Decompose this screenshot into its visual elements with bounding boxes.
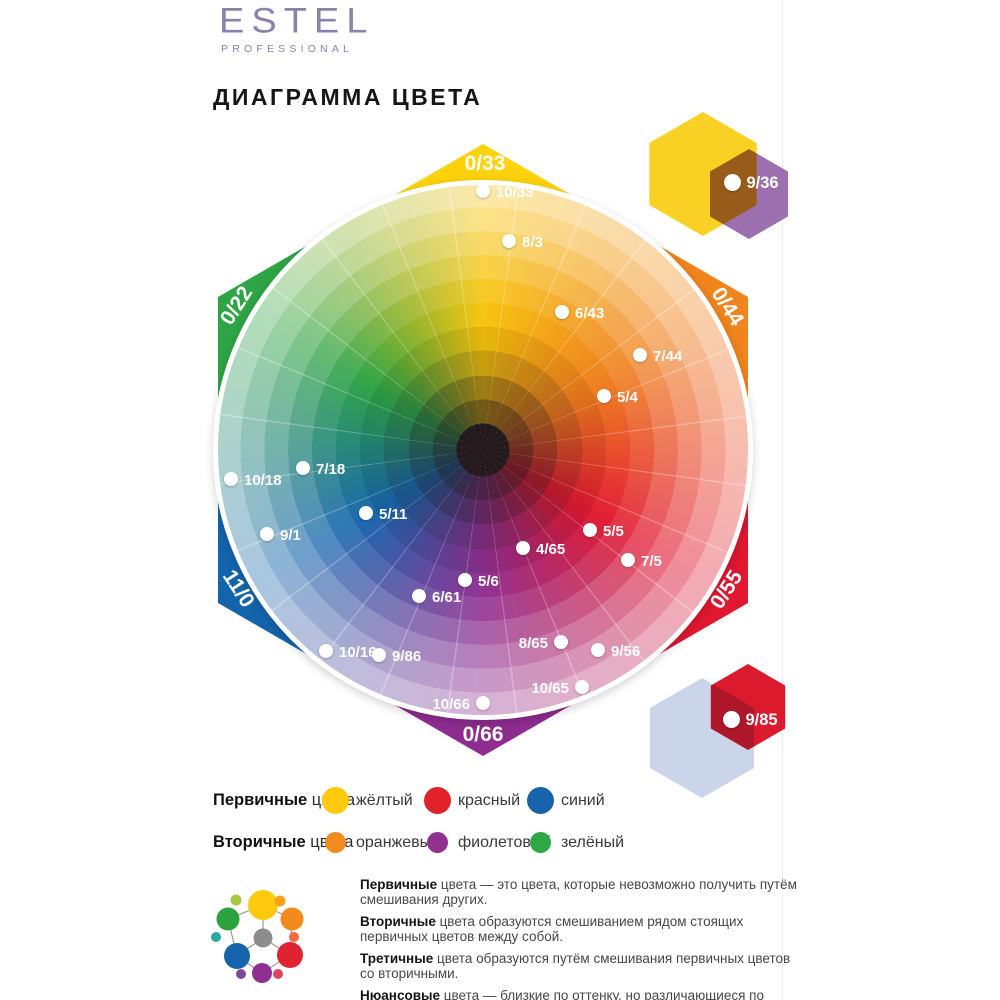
info-item: Вторичные цвета образуются смешиванием р… [360, 914, 744, 944]
shade-label-7-5: 7/5 [641, 552, 662, 570]
icon-circle-blue [224, 943, 250, 969]
shade-label-9-1: 9/1 [280, 526, 301, 544]
icon-circle-red [277, 942, 303, 968]
legend-swatch-синий [526, 786, 554, 814]
shade-dot-5-5 [583, 523, 597, 537]
shade-label-9-36: 9/36 [746, 173, 779, 192]
icon-circle-red-violet [273, 969, 283, 979]
info-item: Первичные цвета — это цвета, которые нев… [360, 877, 797, 907]
shade-dot-5-4 [597, 389, 611, 403]
shade-dot-9-36 [723, 173, 741, 191]
legend-name: жёлтый [356, 792, 413, 809]
shade-label-7-44: 7/44 [653, 347, 683, 365]
legend-name: зелёный [561, 834, 625, 851]
shade-dot-5-11 [359, 506, 373, 520]
icon-circle-yellow-green [230, 894, 242, 906]
shade-label-6-43: 6/43 [575, 304, 605, 322]
shade-dot-9-86 [372, 648, 386, 662]
shade-dot-6-61 [412, 589, 426, 603]
shade-dot-8-3 [502, 234, 516, 248]
shade-dot-5-6 [458, 573, 472, 587]
shade-label-10-33: 10/33 [496, 183, 534, 201]
brand-logo: ESTEL [219, 2, 375, 41]
icon-circle-purple [252, 963, 272, 983]
legend-name: синий [561, 792, 605, 809]
shade-label-5-11: 5/11 [379, 505, 408, 523]
shade-label-10-65: 10/65 [531, 679, 569, 697]
mini-color-wheel-icon [211, 890, 304, 983]
shade-dot-9-85 [722, 710, 740, 728]
shade-label-6-61: 6/61 [432, 588, 462, 606]
shade-dot-7-5 [621, 553, 635, 567]
legend-swatch-зелёный [529, 831, 551, 853]
card-edge-divider [782, 0, 783, 1000]
legend-swatch-жёлтый [321, 786, 349, 814]
icon-circle-center-gray [253, 928, 273, 948]
shade-dot-9-56 [591, 643, 605, 657]
icon-circle-blue-violet [236, 969, 246, 979]
shade-label-8-65: 8/65 [518, 634, 548, 652]
shade-label-9-85: 9/85 [745, 710, 778, 729]
shade-label-8-3: 8/3 [522, 233, 543, 251]
shade-dot-9-1 [260, 527, 274, 541]
icon-circle-blue-green [211, 932, 221, 942]
legend-swatch-оранжевый [324, 831, 346, 853]
shade-label-10-16: 10/16 [339, 643, 377, 661]
shade-dot-10-65 [575, 680, 589, 694]
shade-dot-10-66 [476, 696, 490, 710]
shade-label-9-56: 9/56 [611, 642, 641, 660]
icon-circle-yellow-orange [274, 895, 286, 907]
icon-circle-green [216, 907, 240, 931]
shade-dot-7-44 [633, 348, 647, 362]
legend-name: красный [458, 792, 521, 809]
icon-circle-yellow [248, 890, 278, 920]
shade-label-7-18: 7/18 [316, 460, 346, 478]
shade-dot-10-18 [224, 472, 238, 486]
brand-subtitle: PROFESSIONAL [221, 43, 354, 55]
page-title: ДИАГРАММА ЦВЕТА [213, 84, 483, 110]
shade-label-5-5: 5/5 [603, 522, 624, 540]
info-item: Третичные цвета образуются путём смешива… [360, 951, 791, 981]
shade-dot-8-65 [554, 635, 568, 649]
shade-dot-10-33 [476, 184, 490, 198]
shade-label-5-6: 5/6 [478, 572, 499, 590]
shade-label-10-66: 10/66 [432, 695, 470, 713]
legend-name: оранжевый [356, 834, 441, 851]
icon-circle-orange [280, 907, 304, 931]
shade-label-10-18: 10/18 [244, 471, 282, 489]
shade-dot-10-16 [319, 644, 333, 658]
shade-dot-4-65 [516, 541, 530, 555]
legend-name: фиолетовый [458, 834, 552, 851]
legend-swatch-красный [423, 786, 451, 814]
legend-swatch-фиолетовый [426, 831, 448, 853]
shade-label-5-4: 5/4 [617, 388, 638, 406]
shade-label-4-65: 4/65 [536, 540, 566, 558]
shade-label-9-86: 9/86 [392, 647, 422, 665]
info-text-block: Первичные цвета — это цвета, которые нев… [360, 877, 800, 1000]
info-item: Нюансовые цвета — близкие по оттенку, но… [360, 988, 764, 1000]
shade-dot-6-43 [555, 305, 569, 319]
shade-dot-7-18 [296, 461, 310, 475]
icon-circle-orange-red [289, 932, 299, 942]
